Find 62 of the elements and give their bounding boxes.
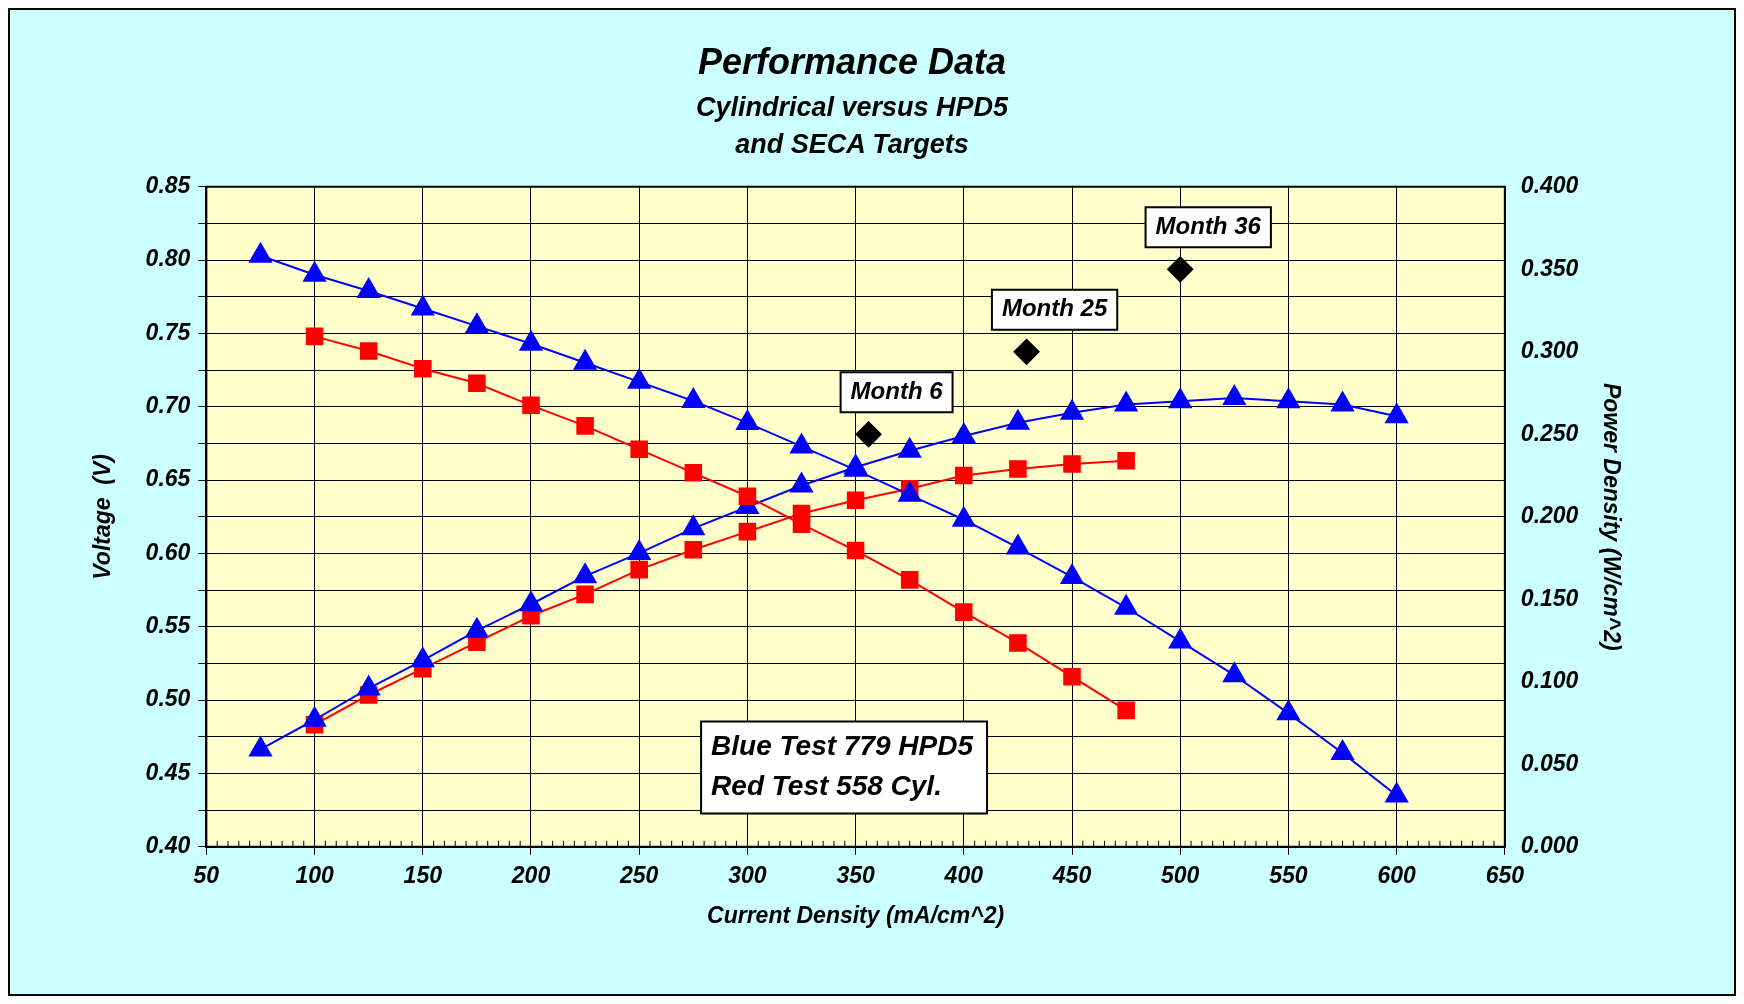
y-tick-label: 0.40 (145, 832, 191, 859)
point (898, 437, 922, 458)
point (249, 736, 272, 757)
y-tick-label: 0.45 (145, 758, 192, 785)
x-tick-label: 450 (1051, 861, 1092, 888)
y-tick-label: 0.65 (145, 465, 192, 492)
point (952, 422, 976, 443)
chart-subtitle: Cylindrical versus HPD5 and SECA Targets (695, 91, 1010, 160)
point (1060, 399, 1084, 420)
x-tick-label: 250 (619, 861, 659, 888)
x-tick-label: 50 (193, 861, 220, 888)
y2-axis-title: Power Density (W/cm^2) (1598, 382, 1625, 651)
x-axis-title: Current Density (mA/cm^2) (707, 901, 1005, 928)
point (1385, 403, 1409, 424)
y2-tick-label: 0.200 (1520, 502, 1579, 529)
annotation: Red Test 558 Cyl. (711, 770, 942, 802)
x-tick-label: 500 (1161, 861, 1200, 888)
y2-tick-label: 0.050 (1520, 749, 1579, 776)
x-tick-label: 100 (295, 861, 334, 888)
point (1114, 391, 1138, 412)
point (303, 706, 326, 727)
y-tick-label: 0.85 (145, 172, 192, 199)
point (790, 472, 813, 493)
x-tick-label: 200 (510, 861, 551, 888)
y2-tick-label: 0.300 (1520, 337, 1579, 364)
chart-title: Performance Data (697, 40, 1007, 82)
point (573, 563, 597, 584)
x-tick-label: 300 (728, 861, 767, 888)
y-tick-label: 0.50 (145, 685, 191, 712)
x-tick-label: 650 (1485, 861, 1525, 888)
y2-tick-label: 0.100 (1520, 667, 1579, 694)
annotation: Month 25 (1001, 294, 1108, 322)
point (681, 515, 705, 536)
y2-tick-label: 0.250 (1520, 419, 1579, 446)
y-tick-label: 0.70 (145, 392, 191, 419)
x-tick-label: 550 (1269, 861, 1308, 888)
x-tick-label: 600 (1377, 861, 1417, 888)
y-tick-label: 0.80 (145, 245, 191, 272)
point (411, 647, 435, 668)
x-tick-label: 400 (943, 861, 984, 888)
point (1006, 409, 1030, 430)
y-tick-label: 0.75 (145, 318, 192, 345)
annotation: Month 6 (850, 376, 944, 404)
y2-tick-label: 0.000 (1520, 832, 1579, 859)
point (357, 675, 381, 696)
y2-tick-label: 0.400 (1520, 172, 1579, 199)
annotation: Blue Test 779 HPD5 (711, 730, 974, 762)
y-axis-title: Voltage (V) (89, 453, 116, 580)
x-tick-label: 150 (403, 861, 443, 888)
y-tick-label: 0.55 (145, 612, 192, 639)
y2-tick-label: 0.150 (1520, 584, 1579, 611)
annotation: Month 36 (1155, 211, 1262, 239)
x-tick-label: 350 (836, 861, 875, 888)
y2-tick-label: 0.350 (1520, 254, 1579, 281)
point (465, 617, 489, 638)
point (627, 540, 651, 561)
point (1277, 388, 1300, 409)
point (1222, 385, 1246, 405)
y-tick-label: 0.60 (145, 538, 191, 565)
point (1168, 388, 1192, 409)
point (1331, 391, 1354, 412)
point (519, 591, 543, 612)
